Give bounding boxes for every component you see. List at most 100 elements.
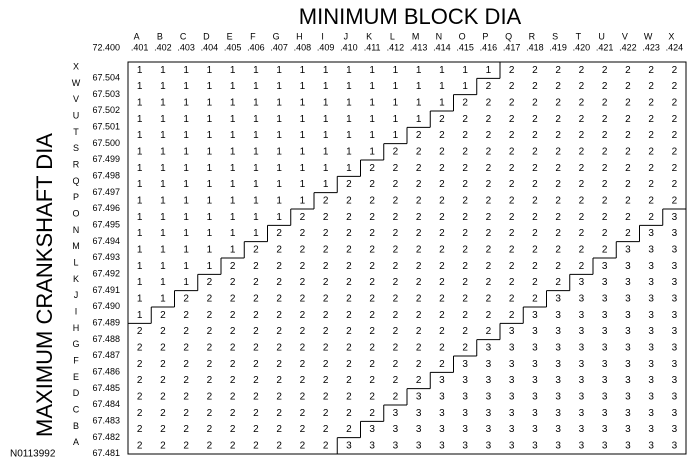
- cell-value: 1: [183, 163, 189, 174]
- cell-value: 1: [183, 179, 189, 190]
- cell-value: 1: [160, 163, 166, 174]
- cell-value: 2: [648, 114, 654, 125]
- row-letter: V: [73, 94, 79, 104]
- cell-value: 3: [579, 375, 585, 386]
- cell-value: 1: [160, 81, 166, 92]
- cell-value: 1: [393, 81, 399, 92]
- cell-value: 3: [602, 310, 608, 321]
- corner-value: 72.400: [92, 42, 120, 52]
- cell-value: 1: [207, 146, 213, 157]
- cell-value: 3: [648, 391, 654, 402]
- cell-value: 3: [579, 424, 585, 435]
- column-value: .413: [410, 42, 428, 52]
- cell-value: 2: [625, 114, 631, 125]
- cell-value: 2: [369, 179, 375, 190]
- cell-value: 1: [160, 293, 166, 304]
- cell-value: 2: [462, 326, 468, 337]
- cell-value: 1: [439, 97, 445, 108]
- cell-value: 2: [416, 244, 422, 255]
- cell-value: 2: [416, 310, 422, 321]
- cell-value: 2: [393, 261, 399, 272]
- cell-value: 1: [137, 277, 143, 288]
- cell-value: 1: [160, 65, 166, 76]
- cell-value: 2: [462, 342, 468, 353]
- cell-value: 3: [439, 440, 445, 451]
- cell-value: 1: [323, 114, 329, 125]
- table-border: [127, 61, 687, 455]
- column-letter: C: [180, 31, 187, 41]
- cell-value: 2: [393, 277, 399, 288]
- cell-value: 3: [672, 342, 678, 353]
- cell-value: 2: [509, 81, 515, 92]
- cell-value: 3: [555, 293, 561, 304]
- column-letter: F: [250, 31, 256, 41]
- cell-value: 2: [509, 114, 515, 125]
- row-value: 67.496: [92, 203, 120, 213]
- column-value: .403: [177, 42, 195, 52]
- cell-value: 1: [346, 114, 352, 125]
- cell-value: 2: [579, 261, 585, 272]
- cell-value: 3: [393, 424, 399, 435]
- cell-value: 3: [439, 424, 445, 435]
- cell-value: 2: [346, 391, 352, 402]
- cell-value: 1: [300, 163, 306, 174]
- cell-value: 1: [276, 114, 282, 125]
- cell-value: 3: [602, 359, 608, 370]
- cell-value: 2: [486, 195, 492, 206]
- cell-value: 1: [230, 130, 236, 141]
- cell-value: 1: [183, 212, 189, 223]
- cell-value: 1: [137, 244, 143, 255]
- cell-value: 1: [137, 310, 143, 321]
- cell-value: 2: [230, 375, 236, 386]
- column-letter: T: [576, 31, 582, 41]
- cell-value: 3: [648, 408, 654, 419]
- cell-value: 2: [555, 146, 561, 157]
- cell-value: 1: [300, 130, 306, 141]
- cell-value: 3: [532, 342, 538, 353]
- cell-value: 3: [672, 244, 678, 255]
- cell-value: 3: [672, 293, 678, 304]
- cell-value: 1: [137, 114, 143, 125]
- cell-value: 1: [323, 81, 329, 92]
- cell-value: 1: [323, 97, 329, 108]
- cell-value: 2: [416, 130, 422, 141]
- cell-value: 3: [579, 408, 585, 419]
- cell-value: 1: [230, 179, 236, 190]
- cell-value: 2: [486, 81, 492, 92]
- cell-value: 3: [625, 326, 631, 337]
- cell-value: 2: [439, 114, 445, 125]
- cell-value: 3: [509, 408, 515, 419]
- cell-value: 2: [625, 228, 631, 239]
- cell-value: 3: [672, 375, 678, 386]
- cell-value: 3: [509, 391, 515, 402]
- cell-value: 2: [462, 212, 468, 223]
- cell-value: 2: [439, 179, 445, 190]
- cell-value: 1: [160, 114, 166, 125]
- cell-value: 1: [486, 65, 492, 76]
- row-letter: I: [75, 307, 78, 317]
- cell-value: 2: [602, 163, 608, 174]
- cell-value: 2: [207, 293, 213, 304]
- cell-value: 2: [323, 261, 329, 272]
- cell-value: 2: [369, 342, 375, 353]
- column-letter: I: [321, 31, 324, 41]
- cell-value: 1: [160, 261, 166, 272]
- cell-value: 2: [160, 342, 166, 353]
- cell-value: 2: [346, 293, 352, 304]
- cell-value: 2: [323, 244, 329, 255]
- cell-value: 1: [369, 65, 375, 76]
- cell-value: 1: [439, 81, 445, 92]
- cell-value: 3: [439, 391, 445, 402]
- cell-value: 2: [160, 326, 166, 337]
- column-value: .407: [270, 42, 288, 52]
- cell-value: 3: [532, 375, 538, 386]
- cell-value: 1: [416, 97, 422, 108]
- cell-value: 1: [137, 261, 143, 272]
- cell-value: 2: [509, 277, 515, 288]
- cell-value: 3: [416, 440, 422, 451]
- cell-value: 2: [323, 212, 329, 223]
- cell-value: 2: [625, 97, 631, 108]
- cell-value: 3: [625, 293, 631, 304]
- cell-value: 2: [276, 261, 282, 272]
- cell-value: 1: [230, 195, 236, 206]
